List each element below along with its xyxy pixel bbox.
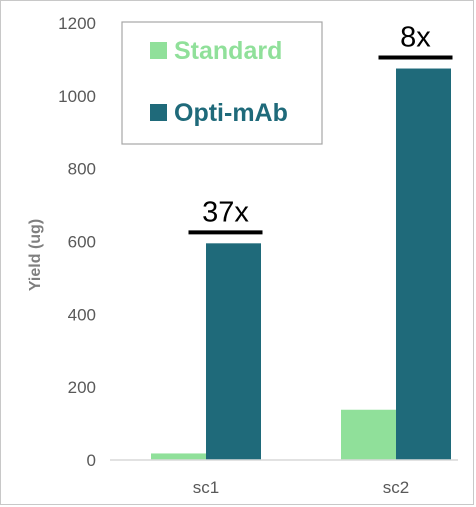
y-axis-label: Yield (ug)	[27, 219, 44, 291]
y-tick-label: 200	[68, 378, 96, 397]
bar-opti-mab-sc2	[396, 68, 451, 460]
legend-swatch-opti-mab	[150, 104, 167, 121]
x-tick-label-sc2: sc2	[383, 478, 409, 497]
y-tick-label: 600	[68, 233, 96, 252]
annotations: 37x 8x	[188, 22, 453, 235]
y-tick-label: 800	[68, 160, 96, 179]
legend-swatch-standard	[150, 42, 167, 59]
bars	[151, 68, 451, 460]
annotation-label-sc1: 37x	[202, 196, 249, 228]
y-ticks: 0 200 400 600 800 1000 1200	[58, 14, 96, 470]
bar-opti-mab-sc1	[206, 243, 261, 460]
y-tick-label: 0	[87, 451, 96, 470]
y-tick-label: 1000	[58, 87, 96, 106]
y-tick-label: 400	[68, 305, 96, 324]
legend-label-opti-mab: Opti-mAb	[174, 99, 288, 127]
annotation-label-sc2: 8x	[400, 22, 431, 54]
legend-label-standard: Standard	[174, 37, 282, 65]
bar-standard-sc2	[341, 409, 396, 460]
x-tick-label-sc1: sc1	[193, 478, 219, 497]
x-ticks: sc1 sc2	[193, 478, 409, 497]
bar-standard-sc1	[151, 453, 206, 460]
legend: Standard Opti-mAb	[121, 21, 323, 145]
y-tick-label: 1200	[58, 14, 96, 33]
